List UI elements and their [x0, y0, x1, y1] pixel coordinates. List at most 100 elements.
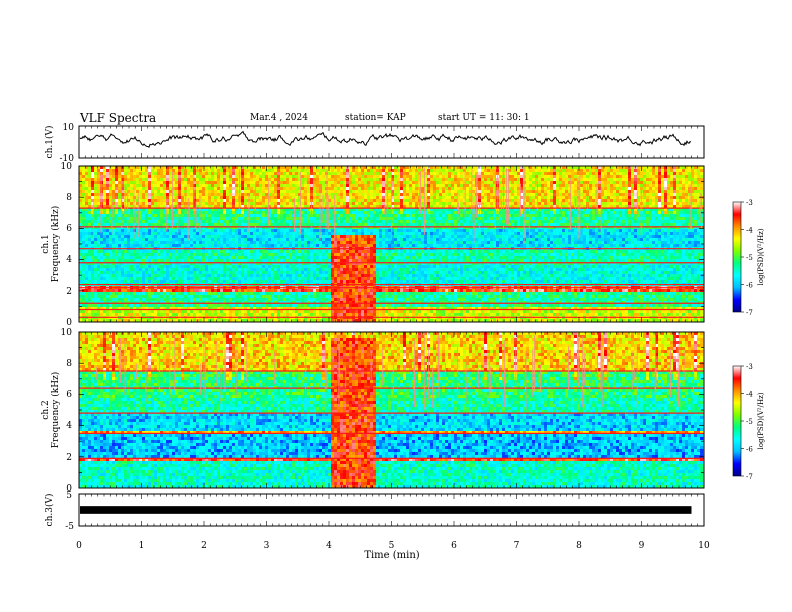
spectrogram-cell [112, 229, 115, 232]
spectrogram-cell [142, 232, 145, 235]
spectrogram-cell [130, 169, 133, 172]
spectrogram-cell [85, 313, 88, 316]
spectrogram-cell [88, 181, 91, 184]
spectrogram-cell [100, 181, 103, 184]
spectrogram-cell [103, 202, 106, 205]
spectrogram-cell [178, 175, 181, 178]
spectrogram-cell [166, 298, 169, 301]
spectrogram-cell [199, 289, 202, 292]
spectrogram-cell [130, 187, 133, 190]
spectrogram-cell [169, 190, 172, 193]
spectrogram-cell [106, 277, 109, 280]
spectrogram-cell [166, 232, 169, 235]
spectrogram-cell [154, 229, 157, 232]
spectrogram-cell [193, 244, 196, 247]
spectrogram-cell [181, 310, 184, 313]
spectrogram-cell [124, 295, 127, 298]
spectrogram-cell [160, 256, 163, 259]
spectrogram-cell [88, 190, 91, 193]
spectrogram-cell [97, 196, 100, 199]
spectrogram-cell [139, 169, 142, 172]
spectrogram-cell [181, 244, 184, 247]
spectrogram-cell [100, 268, 103, 271]
spectrogram-cell [136, 211, 139, 214]
spectrogram-cell [103, 259, 106, 262]
spectrogram-cell [136, 229, 139, 232]
spectrogram-cell [193, 259, 196, 262]
spectrogram-cell [109, 268, 112, 271]
spectrogram-cell [154, 238, 157, 241]
spectrogram-cell [199, 211, 202, 214]
spectrogram-cell [160, 229, 163, 232]
spectrogram-cell [130, 199, 133, 202]
spectrogram-cell [85, 289, 88, 292]
spectrogram-cell [163, 199, 166, 202]
spectrogram-cell [193, 304, 196, 307]
spectrogram-cell [115, 169, 118, 172]
spectrogram-cell [127, 187, 130, 190]
spectrogram-cell [91, 193, 94, 196]
spectrogram-cell [85, 211, 88, 214]
spectrogram-cell [181, 217, 184, 220]
ch1-waveform-trace [80, 132, 691, 148]
spectrogram-cell [148, 232, 151, 235]
spectrogram-cell [136, 190, 139, 193]
spectrogram-cell [187, 313, 190, 316]
spectrogram-cell [91, 202, 94, 205]
spectrogram-cell [145, 253, 148, 256]
spectrogram-cell [106, 271, 109, 274]
spectrogram-cell [190, 268, 193, 271]
spectrogram-cell [127, 304, 130, 307]
spectrogram-cell [175, 178, 178, 181]
spectrogram-cell [187, 229, 190, 232]
spectrogram-cell [115, 220, 118, 223]
spectrogram-cell [91, 178, 94, 181]
spectrogram-cell [100, 190, 103, 193]
spectrogram-cell [85, 202, 88, 205]
spectrogram-cell [196, 271, 199, 274]
spectrogram-cell [199, 202, 202, 205]
spectrogram-cell [94, 292, 97, 295]
spectrogram-cell [88, 250, 91, 253]
spectrogram-cell [94, 244, 97, 247]
spectrogram-cell [124, 184, 127, 187]
spectrogram-cell [133, 235, 136, 238]
spectrogram-cell [139, 199, 142, 202]
spectrogram-cell [85, 217, 88, 220]
spectrogram-cell [160, 187, 163, 190]
spectrogram-cell [91, 223, 94, 226]
spectrogram-cell [202, 256, 205, 259]
spectrogram-cell [148, 268, 151, 271]
spectrogram-cell [160, 289, 163, 292]
spectrogram-cell [106, 169, 109, 172]
spectrogram-cell [136, 295, 139, 298]
spectrogram-cell [136, 193, 139, 196]
spectrogram-cell [166, 184, 169, 187]
spectrogram-cell [121, 271, 124, 274]
spectrogram-cell [196, 274, 199, 277]
spectrogram-cell [139, 190, 142, 193]
spectrogram-cell [85, 304, 88, 307]
spectrogram-cell [145, 223, 148, 226]
spectrogram-cell [169, 235, 172, 238]
spectrogram-cell [124, 244, 127, 247]
spectrogram-cell [142, 178, 145, 181]
spectrogram-cell [139, 289, 142, 292]
spectrogram-cell [163, 172, 166, 175]
spectrogram-cell [106, 217, 109, 220]
spectrogram-cell [148, 199, 151, 202]
spectrogram-cell [187, 253, 190, 256]
spectrogram-cell [190, 211, 193, 214]
spectrogram-cell [145, 190, 148, 193]
spectrogram-cell [175, 277, 178, 280]
spectrogram-cell [136, 289, 139, 292]
spectrogram-cell [199, 304, 202, 307]
spectrogram-cell [133, 169, 136, 172]
spectrogram-cell [124, 214, 127, 217]
spectrogram-cell [163, 313, 166, 316]
spectrogram-cell [97, 217, 100, 220]
spectrogram-cell [190, 202, 193, 205]
spectrogram-cell [121, 298, 124, 301]
spectrogram-cell [160, 193, 163, 196]
spectrogram-cell [82, 181, 85, 184]
